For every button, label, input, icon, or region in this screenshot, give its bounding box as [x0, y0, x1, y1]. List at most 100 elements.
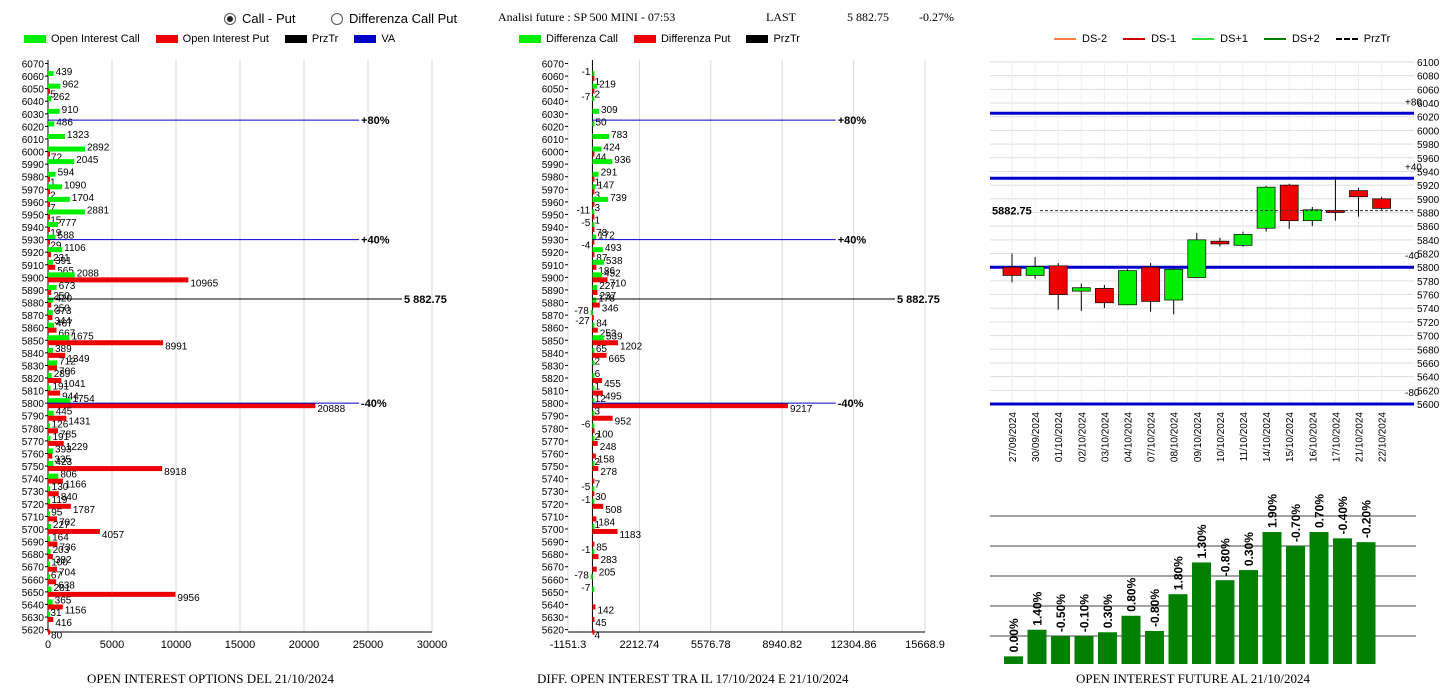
fut-bar — [1192, 562, 1211, 664]
oi-call-bar — [48, 209, 85, 215]
oi-put-value-label: 231 — [53, 253, 70, 264]
diff-strike-label: 5630 — [542, 613, 565, 624]
diff-put-value-label: 248 — [600, 442, 617, 453]
oi-call-value-label: 203 — [53, 545, 70, 556]
fut-bar-label: 1.80% — [1172, 556, 1186, 590]
legend-item-va: VA — [354, 33, 395, 45]
diff-call-bar — [592, 96, 595, 102]
diff-put-value-label: 665 — [609, 354, 626, 365]
oi-put-bar — [48, 617, 54, 623]
diff-call-bar — [592, 410, 595, 416]
oi-put-bar — [48, 541, 58, 547]
diff-strike-label: 6070 — [542, 60, 565, 71]
cs-x-tick-label: 21/10/2024 — [1355, 412, 1366, 462]
oi-put-bar — [48, 151, 50, 157]
diff-call-bar — [592, 498, 595, 504]
oi-put-bar — [48, 491, 59, 497]
diff-put-value-label: 2 — [594, 90, 600, 101]
cs-candle-body — [1187, 239, 1207, 278]
cs-y-tick-label: 6040 — [1417, 99, 1440, 110]
fut-bar-label: 0.30% — [1242, 532, 1256, 566]
diff-call-value-label: -5 — [581, 218, 590, 229]
cs-y-tick-label: 5760 — [1417, 291, 1440, 302]
diff-put-value-label: -27 — [575, 316, 590, 327]
diff-call-value-label: 1 — [594, 382, 600, 393]
oi-call-value-label: 281 — [54, 583, 71, 594]
oi-strike-label: 5790 — [22, 412, 45, 423]
diff-strike-label: 5650 — [542, 588, 565, 599]
diff-call-bar — [592, 146, 602, 152]
fut-bar-label: 0.80% — [1125, 577, 1139, 611]
legend-item-oi-call: Open Interest Call — [24, 33, 140, 45]
diff-call-bar — [592, 423, 595, 429]
oi-strike-label: 5640 — [22, 600, 45, 611]
oi-put-bar — [48, 302, 52, 308]
oi-call-bar — [48, 461, 54, 467]
diff-call-value-label: 2 — [594, 356, 600, 367]
oi-call-value-label: 191 — [52, 382, 69, 393]
diff-strike-label: 5730 — [542, 487, 565, 498]
cs-y-tick-label: 6000 — [1417, 126, 1440, 137]
oi-call-bar — [48, 473, 59, 479]
oi-call-value-label: 2088 — [77, 268, 100, 279]
oi-call-bar — [48, 385, 51, 391]
diff-strike-label: 5720 — [542, 500, 565, 511]
oi-strike-label: 5690 — [22, 538, 45, 549]
oi-put-bar — [48, 390, 61, 396]
oi-put-bar — [48, 289, 52, 295]
diff-call-value-label: 539 — [606, 331, 623, 342]
oi-strike-label: 6070 — [22, 60, 45, 71]
fut-bar — [1004, 656, 1023, 664]
oi-call-bar — [48, 222, 58, 228]
diff-call-bar — [592, 435, 595, 441]
diff-put-bar — [592, 378, 603, 383]
diff-call-bar — [592, 133, 610, 139]
diff-call-value-label: 493 — [605, 243, 622, 254]
oi-call-value-label: 389 — [55, 344, 72, 355]
cs-candle-body — [1349, 190, 1368, 198]
oi-put-value-label: 72 — [51, 153, 63, 164]
legend-item-ds-p1: DS+1 — [1192, 33, 1248, 45]
cs-candle-body — [1002, 266, 1022, 276]
oi-call-bar — [48, 71, 54, 77]
oi-call-value-label: 1754 — [72, 394, 95, 405]
diff-put-value-label: 278 — [600, 467, 617, 478]
cs-y-tick-label: 5800 — [1417, 263, 1440, 274]
radio-call-put[interactable]: Call - Put — [224, 11, 295, 26]
oi-call-value-label: 486 — [56, 117, 73, 128]
fut-bar-label: -0.50% — [1054, 594, 1068, 632]
diff-put-bar — [592, 76, 595, 82]
oi-call-bar — [48, 586, 52, 592]
oi-put-bar — [48, 528, 100, 534]
oi-put-bar — [48, 327, 57, 333]
diff-call-bar — [592, 121, 595, 127]
oi-call-value-label: 31 — [50, 608, 62, 619]
oi-call-bar — [48, 398, 71, 404]
diff-call-bar — [592, 259, 604, 265]
radio-selected-icon[interactable] — [224, 12, 236, 25]
oi-call-value-label: 1323 — [67, 130, 90, 141]
diff-x-tick-label: 15668.9 — [905, 639, 945, 651]
cs-y-tick-label: 5660 — [1417, 359, 1440, 370]
diff-put-value-label: 4 — [595, 631, 601, 642]
diff-strike-label: 5910 — [542, 261, 565, 272]
diff-put-value-label: 1 — [594, 178, 600, 189]
cs-y-tick-label: 5700 — [1417, 332, 1440, 343]
fut-bar — [1051, 636, 1070, 664]
oi-strike-label: 6020 — [22, 122, 45, 133]
fut-bar-label: 0.70% — [1313, 494, 1327, 528]
oi-call-value-label: 1090 — [64, 180, 87, 191]
cs-y-tick-label: 6080 — [1417, 72, 1440, 83]
oi-call-value-label: 100 — [51, 558, 68, 569]
diff-put-bar — [592, 151, 595, 157]
cs-x-tick-label: 03/10/2024 — [1100, 412, 1111, 462]
oi-x-tick-label: 15000 — [225, 639, 256, 651]
oi-call-bar — [48, 83, 61, 89]
diff-x-tick-label: 8940.82 — [762, 639, 802, 651]
legend-label: Differenza Put — [660, 33, 731, 45]
radio-diff-call-put[interactable]: Differenza Call Put — [331, 11, 457, 26]
oi-call-value-label: 594 — [58, 168, 75, 179]
radio-unselected-icon[interactable] — [331, 12, 343, 25]
oi-call-value-label: 2881 — [87, 205, 110, 216]
